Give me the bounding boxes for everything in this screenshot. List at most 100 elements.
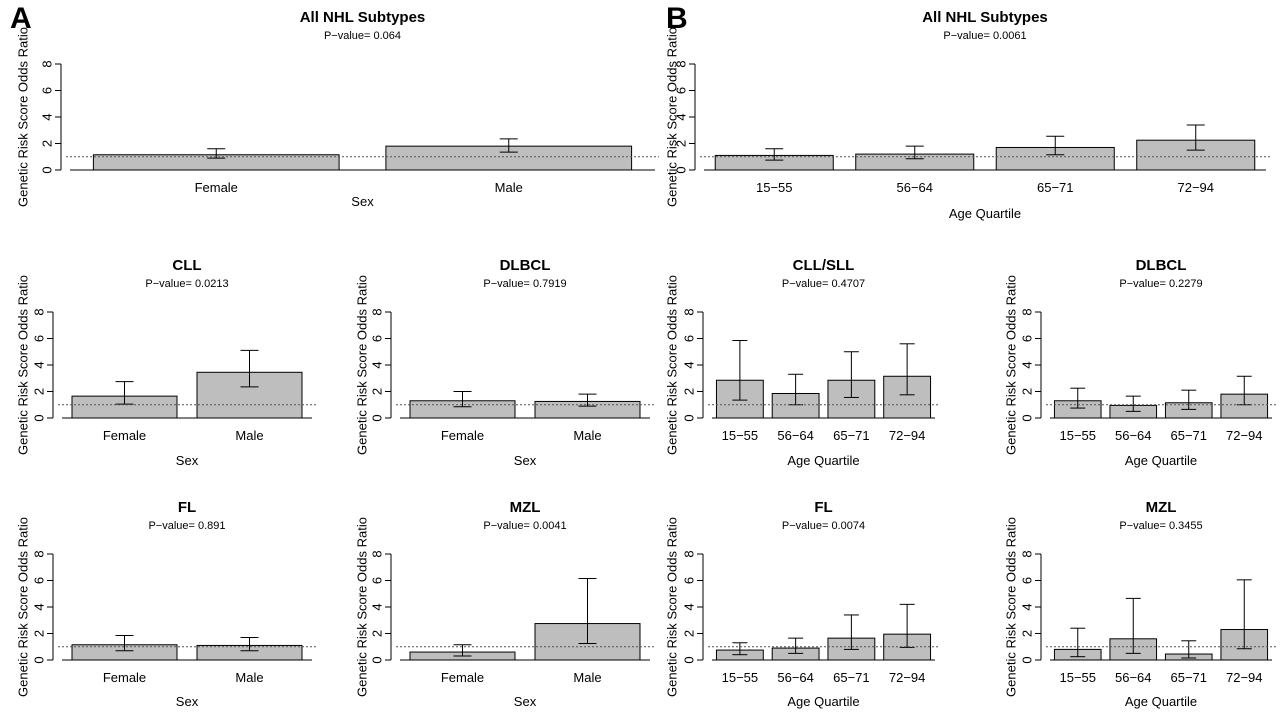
y-tick-label: 6 [32,335,47,342]
y-tick-label: 2 [674,140,689,147]
x-tick-label: Male [495,180,523,195]
y-tick-label: 4 [682,361,697,368]
x-tick-label: 65−71 [1037,180,1074,195]
y-tick-label: 2 [1020,388,1035,395]
x-tick-label: Female [103,670,146,685]
chart-1: All NHL Subtypes P−value= 0.0061 0 2 4 6 8Gene… [665,9,1270,221]
y-tick-label: 6 [682,335,697,342]
y-tick-label: 4 [1020,361,1035,368]
x-tick-label: Female [103,428,146,443]
x-tick-label: Male [573,428,601,443]
y-tick-label: 6 [370,577,385,584]
x-tick-label: Male [573,670,601,685]
x-tick-label: 72−94 [1226,670,1263,685]
y-tick-label: 4 [674,113,689,120]
x-tick-label: 65−71 [1170,428,1207,443]
x-tick-label: Male [235,428,263,443]
y-tick-label: 0 [40,166,55,173]
chart-title: All NHL Subtypes [922,9,1048,26]
x-axis-label: Age Quartile [1125,694,1197,709]
y-tick-label: 6 [370,335,385,342]
chart-subtitle: P−value= 0.7919 [483,278,566,290]
chart-title: MZL [510,499,541,516]
x-axis-label: Sex [176,453,199,468]
y-axis-label: Genetic Risk Score Odds Ratio [355,275,370,455]
y-tick-label: 6 [40,87,55,94]
x-tick-label: Female [195,180,238,195]
x-tick-label: 72−94 [1226,428,1263,443]
x-tick-label: 56−64 [777,670,814,685]
y-tick-label: 8 [32,308,47,315]
x-tick-label: Female [441,428,484,443]
x-axis-label: Age Quartile [949,206,1021,221]
x-tick-label: 15−55 [1059,670,1096,685]
y-axis-label: Genetic Risk Score Odds Ratio [16,275,31,455]
chart-subtitle: P−value= 0.0213 [145,278,228,290]
y-tick-label: 8 [674,60,689,67]
chart-0: All NHL Subtypes P−value= 0.064 0 2 4 6 8 Genet… [16,9,659,209]
y-tick-label: 4 [40,113,55,120]
chart-title: CLL/SLL [793,257,855,274]
y-tick-label: 0 [1020,414,1035,421]
y-axis-label: Genetic Risk Score Odds Ratio [665,275,680,455]
y-tick-label: 8 [682,550,697,557]
x-axis-label: Age Quartile [1125,453,1197,468]
y-tick-label: 2 [370,388,385,395]
chart-title: FL [178,499,196,516]
y-tick-label: 4 [32,361,47,368]
chart-title: FL [814,499,832,516]
y-tick-label: 2 [682,388,697,395]
y-tick-label: 0 [370,414,385,421]
y-tick-label: 8 [1020,308,1035,315]
x-axis-label: Age Quartile [787,453,859,468]
y-tick-label: 4 [1020,603,1035,610]
y-tick-label: 0 [32,414,47,421]
x-tick-label: 15−55 [722,670,759,685]
x-tick-label: 65−71 [1170,670,1207,685]
y-axis-label: Genetic Risk Score Odds Ratio [16,27,31,207]
y-tick-label: 8 [40,60,55,67]
chart-title: CLL [172,257,201,274]
chart-subtitle: P−value= 0.2279 [1119,278,1202,290]
y-tick-label: 4 [682,603,697,610]
y-tick-label: 8 [370,308,385,315]
x-axis-label: Sex [514,694,537,709]
x-tick-label: Female [441,670,484,685]
chart-subtitle: P−value= 0.891 [148,520,225,532]
y-tick-label: 4 [370,361,385,368]
x-axis-label: Sex [351,194,374,209]
y-axis-label: Genetic Risk Score Odds Ratio [665,27,680,207]
chart-subtitle: P−value= 0.0041 [483,520,566,532]
y-tick-label: 6 [674,87,689,94]
x-tick-label: 65−71 [833,428,870,443]
chart-subtitle: P−value= 0.0074 [782,520,865,532]
y-tick-label: 0 [682,656,697,663]
y-tick-label: 2 [40,140,55,147]
x-tick-label: Male [235,670,263,685]
x-tick-label: 56−64 [777,428,814,443]
panel-label-a: A [10,2,32,35]
y-tick-label: 8 [370,550,385,557]
y-axis-label: Genetic Risk Score Odds Ratio [1004,275,1019,455]
chart-subtitle: P−value= 0.4707 [782,278,865,290]
y-tick-label: 8 [682,308,697,315]
chart-subtitle: P−value= 0.0061 [943,30,1026,42]
x-tick-label: 15−55 [722,428,759,443]
x-tick-label: 72−94 [889,670,926,685]
x-tick-label: 56−64 [1115,670,1152,685]
y-tick-label: 2 [32,630,47,637]
y-tick-label: 6 [32,577,47,584]
y-axis-label: Genetic Risk Score Odds Ratio [16,517,31,697]
x-tick-label: 65−71 [833,670,870,685]
x-axis-label: Sex [176,694,199,709]
y-tick-label: 0 [682,414,697,421]
y-tick-label: 0 [674,166,689,173]
